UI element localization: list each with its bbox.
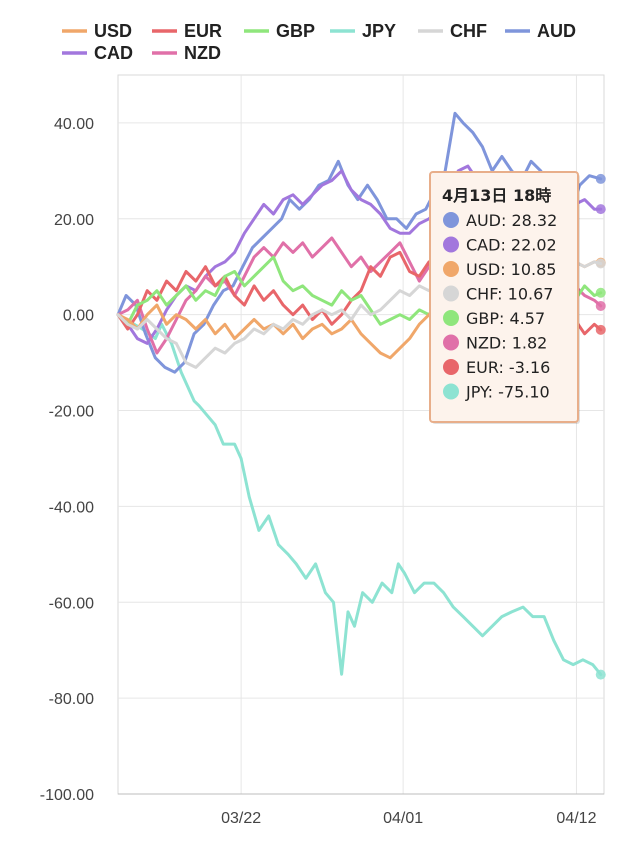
tooltip-swatch <box>443 383 459 400</box>
tooltip-row-label: NZD: 1.82 <box>466 334 547 353</box>
x-tick-label: 04/01 <box>383 810 423 827</box>
y-tick-label: -100.00 <box>40 787 94 804</box>
legend-label: CHF <box>450 21 487 41</box>
tooltip-swatch <box>443 359 459 375</box>
tooltip-swatch <box>443 261 459 277</box>
tooltip-row-eur: EUR: -3.16 <box>443 358 550 377</box>
tooltip-row-cad: CAD: 22.02 <box>443 236 557 255</box>
tooltip-row-label: CAD: 22.02 <box>466 236 557 255</box>
tooltip-row-chf: CHF: 10.67 <box>443 285 553 304</box>
tooltip-row-nzd: NZD: 1.82 <box>443 334 547 353</box>
y-tick-label: -40.00 <box>49 499 94 516</box>
legend-label: EUR <box>184 21 222 41</box>
tooltip-box <box>429 171 579 423</box>
tooltip-row-label: USD: 10.85 <box>466 260 556 279</box>
series-end-point-gbp <box>595 287 606 298</box>
y-tick-label: 20.00 <box>54 212 94 229</box>
tooltip-row-usd: USD: 10.85 <box>443 260 556 279</box>
tooltip-swatch <box>443 310 459 326</box>
legend-item-nzd[interactable]: NZD <box>152 43 221 63</box>
tooltip-row-label: GBP: 4.57 <box>466 309 545 328</box>
legend-label: AUD <box>537 21 576 41</box>
series-end-point-eur <box>595 324 606 335</box>
tooltip-row-gbp: GBP: 4.57 <box>443 309 545 328</box>
x-tick-label: 03/22 <box>221 810 261 827</box>
tooltip-row-label: JPY: -75.10 <box>465 383 550 402</box>
legend-label: GBP <box>276 21 315 41</box>
tooltip-title: 4月13日 18時 <box>442 186 551 205</box>
series-end-point-cad <box>595 204 606 215</box>
legend-label: NZD <box>184 43 221 63</box>
y-tick-label: 0.00 <box>63 308 94 325</box>
y-tick-label: 40.00 <box>54 116 94 133</box>
x-tick-label: 04/12 <box>556 810 596 827</box>
tooltip-row-jpy: JPY: -75.10 <box>443 383 550 402</box>
legend-item-chf[interactable]: CHF <box>418 21 487 41</box>
legend-item-cad[interactable]: CAD <box>62 43 133 63</box>
tooltip-swatch <box>443 236 459 253</box>
y-tick-label: -20.00 <box>49 404 94 421</box>
series-end-point-chf <box>595 258 606 269</box>
tooltip: 4月13日 18時 AUD: 28.32 CAD: 22.02 USD: 10.85 C… <box>429 171 580 424</box>
series-end-point-jpy <box>595 669 606 680</box>
tooltip-swatch <box>443 285 459 302</box>
legend: USD EUR GBP JPY CHF AUD CAD NZD <box>62 21 576 63</box>
series-line-jpy <box>116 313 603 677</box>
tooltip-swatch <box>443 212 459 228</box>
legend-label: USD <box>94 21 132 41</box>
legend-item-usd[interactable]: USD <box>62 21 132 41</box>
y-tick-label: -80.00 <box>49 691 94 708</box>
tooltip-row-aud: AUD: 28.32 <box>443 211 557 230</box>
series-end-point-aud <box>595 173 606 184</box>
legend-item-eur[interactable]: EUR <box>152 21 222 41</box>
tooltip-row-label: AUD: 28.32 <box>466 211 557 230</box>
legend-item-aud[interactable]: AUD <box>505 21 576 41</box>
y-axis: 40.00 20.00 0.00 -20.00 -40.00 -60.00 -80.00 -1… <box>40 116 94 804</box>
tooltip-row-label: EUR: -3.16 <box>466 358 550 377</box>
legend-item-gbp[interactable]: GBP <box>244 21 315 41</box>
x-axis: 03/22 04/01 04/12 <box>221 810 596 827</box>
tooltip-row-label: CHF: 10.67 <box>466 285 553 304</box>
legend-item-jpy[interactable]: JPY <box>330 21 396 41</box>
y-tick-label: -60.00 <box>49 595 94 612</box>
tooltip-swatch <box>443 334 459 351</box>
legend-label: CAD <box>94 43 133 63</box>
legend-label: JPY <box>362 21 396 41</box>
series-end-point-nzd <box>595 300 606 311</box>
